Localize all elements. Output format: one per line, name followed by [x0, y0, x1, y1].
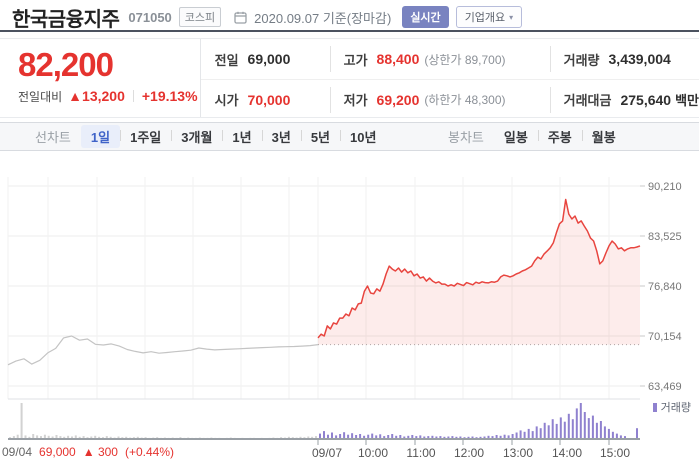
change-label: 전일대비 [18, 89, 63, 104]
low-price-cell: 저가 69,200 (하한가 48,300) [315, 79, 536, 119]
market-badge: 코스피 [178, 7, 222, 27]
svg-text:11:00: 11:00 [406, 446, 435, 460]
prev-close-cell: 전일 69,000 [201, 39, 316, 79]
svg-text:83,525: 83,525 [648, 231, 682, 243]
quote-summary: 82,200 전일대비 ▲ 13,200 +19.13% 전일 69,000 고… [0, 38, 699, 118]
current-price: 82,200 [18, 46, 114, 83]
open-label: 시가 [214, 93, 239, 108]
stock-title: 한국금융지주 [12, 8, 120, 31]
prev-day-line [7, 335, 319, 366]
date-icon [234, 11, 247, 24]
x-axis-ticks [317, 440, 610, 445]
x-axis-labels: 09/07 10:00 11:00 12:00 13:00 14:00 15:00 [312, 446, 630, 460]
low-label: 저가 [343, 93, 368, 108]
svg-text:14:00: 14:00 [552, 446, 582, 460]
volume-label: 거래량 [563, 52, 600, 68]
candle-tab-group: 봉차트 일봉 주봉 월봉 [448, 125, 626, 148]
tab-line-3month[interactable]: 3개월 [171, 125, 222, 148]
volume-bar-icon [652, 402, 657, 412]
lower-limit-note: (하한가 48,300) [424, 93, 506, 107]
candle-chart-group-label: 봉차트 [448, 130, 484, 145]
current-day-line [317, 198, 641, 339]
change-value: 13,200 [82, 88, 125, 105]
high-value: 88,400 [376, 51, 420, 67]
trade-value-cell: 거래대금 275,640 백만 [535, 79, 699, 119]
prev-day-summary: 09/04 69,000 ▲ 300 (+0.44%) [2, 445, 174, 459]
tab-line-1day[interactable]: 1일 [80, 125, 121, 148]
upper-limit-note: (상한가 89,700) [424, 52, 506, 67]
volume-legend-label: 거래량 [660, 402, 691, 414]
svg-text:09/07: 09/07 [312, 446, 342, 460]
volume-cell: 거래량 3,439,004 [536, 39, 699, 79]
prev-day-date-label: 09/04 [2, 445, 33, 459]
tab-line-1year[interactable]: 1년 [222, 125, 261, 148]
prev-day-close: 69,000 [39, 445, 76, 459]
company-overview-button[interactable]: 기업개요 ▾ [455, 6, 523, 28]
svg-text:76,840: 76,840 [648, 281, 682, 293]
svg-text:15:00: 15:00 [600, 446, 630, 460]
tab-candle-weekly[interactable]: 주봉 [537, 125, 582, 148]
trade-value-unit: 백만 [675, 93, 699, 108]
area-fill [318, 199, 640, 345]
price-block: 82,200 전일대비 ▲ 13,200 +19.13% [0, 39, 201, 117]
tab-line-10year[interactable]: 10년 [340, 125, 386, 148]
divider [132, 90, 134, 103]
svg-text:90,210: 90,210 [648, 181, 682, 193]
volume-legend: 거래량 [652, 399, 691, 415]
svg-text:12:00: 12:00 [454, 446, 484, 460]
tab-line-1week[interactable]: 1주일 [120, 125, 171, 148]
open-price-cell: 시가 70,000 [200, 79, 316, 119]
low-value: 69,200 [376, 91, 420, 108]
header-divider [0, 30, 699, 32]
volume-bars [9, 403, 638, 439]
change-percent: +19.13% [141, 88, 198, 105]
quote-date: 2020.09.07 기준(장마감) [254, 10, 392, 26]
tab-line-5year[interactable]: 5년 [300, 125, 340, 148]
chart-period-tabs: 선차트 1일 1주일 3개월 1년 3년 5년 10년 봉차트 일봉 주봉 월봉 [0, 122, 699, 151]
high-label: 고가 [343, 52, 368, 68]
trade-value-label: 거래대금 [563, 93, 612, 108]
svg-text:13:00: 13:00 [503, 446, 533, 460]
svg-text:63,469: 63,469 [648, 381, 682, 393]
tab-line-3year[interactable]: 3년 [261, 125, 301, 148]
chevron-down-icon: ▾ [509, 12, 514, 22]
line-chart-group-label: 선차트 [35, 130, 71, 145]
volume-value: 3,439,004 [608, 51, 671, 67]
prev-close-label: 전일 [214, 52, 239, 68]
svg-text:70,154: 70,154 [648, 331, 682, 343]
open-value: 70,000 [247, 91, 291, 108]
company-overview-label: 기업개요 [464, 12, 506, 24]
prev-close-value: 69,000 [247, 51, 291, 67]
tab-candle-daily[interactable]: 일봉 [494, 125, 538, 148]
stock-code: 071050 [128, 9, 172, 25]
realtime-button[interactable]: 실시간 [402, 6, 449, 28]
svg-text:10:00: 10:00 [358, 446, 388, 460]
quote-table: 전일 69,000 고가 88,400 (상한가 89,700) 거래량 3,4… [200, 39, 699, 119]
up-arrow-icon: ▲ [68, 88, 83, 105]
prev-day-percent: (+0.44%) [124, 445, 174, 459]
price-chart: 90,210 83,525 76,840 70,154 63,469 09/07 10:00… [7, 177, 682, 460]
high-price-cell: 고가 88,400 (상한가 89,700) [316, 39, 536, 79]
chart-section: 90,210 83,525 76,840 70,154 63,469 09/07 10:00… [0, 151, 699, 466]
price-change-row: 전일대비 ▲ 13,200 +19.13% [18, 88, 200, 105]
trade-value-value: 275,640 [620, 91, 672, 108]
tab-candle-monthly[interactable]: 월봉 [581, 125, 626, 148]
stock-header: 한국금융지주 071050 코스피 2020.09.07 기준(장마감) 실시간… [0, 0, 699, 31]
prev-day-change: ▲ 300 [82, 445, 118, 459]
